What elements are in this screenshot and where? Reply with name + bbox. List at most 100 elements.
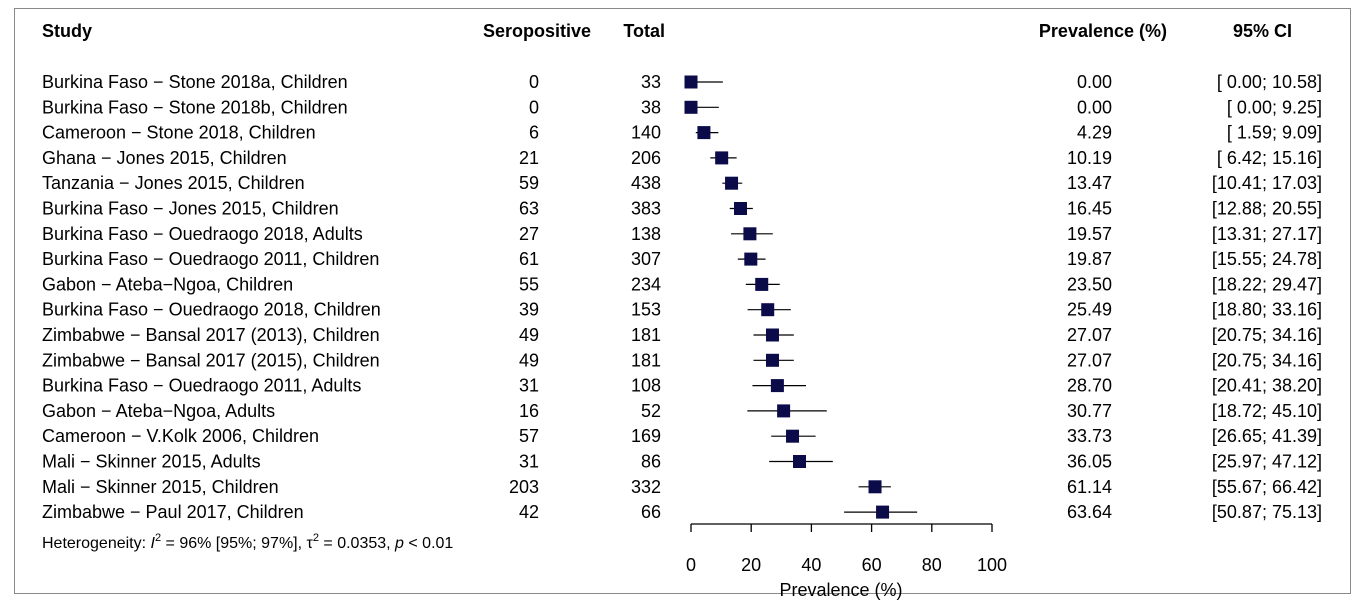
study-label: Cameroon − V.Kolk 2006, Children — [42, 426, 319, 446]
study-label: Gabon − Ateba−Ngoa, Children — [42, 274, 293, 294]
estimate-marker — [715, 151, 729, 165]
estimate-marker — [743, 227, 757, 241]
seropositive-value: 49 — [519, 325, 539, 345]
study-label: Burkina Faso − Ouedraogo 2011, Children — [42, 249, 379, 269]
seropositive-value: 203 — [509, 477, 539, 497]
study-label: Burkina Faso − Stone 2018a, Children — [42, 72, 348, 92]
figure-frame — [14, 8, 1351, 594]
seropositive-value: 59 — [519, 173, 539, 193]
total-value: 206 — [631, 148, 661, 168]
total-value: 153 — [631, 300, 661, 320]
estimate-marker — [761, 303, 775, 317]
study-label: Burkina Faso − Ouedraogo 2018, Adults — [42, 224, 363, 244]
het-prefix: Heterogeneity: — [42, 535, 151, 552]
ci-value: [ 6.42; 15.16] — [1217, 148, 1322, 168]
ci-value: [55.67; 66.42] — [1212, 477, 1322, 497]
seropositive-value: 31 — [519, 452, 539, 472]
header-ci: 95% CI — [1233, 21, 1292, 41]
seropositive-value: 39 — [519, 300, 539, 320]
seropositive-value: 55 — [519, 274, 539, 294]
prevalence-value: 36.05 — [1067, 452, 1112, 472]
x-tick-label: 20 — [741, 555, 761, 575]
ci-value: [12.88; 20.55] — [1212, 199, 1322, 219]
estimate-marker — [765, 353, 779, 367]
prevalence-value: 0.00 — [1077, 97, 1112, 117]
het-part2: = 0.0353, — [319, 535, 395, 552]
estimate-marker — [876, 505, 890, 519]
estimate-marker — [744, 252, 758, 266]
x-tick-label: 80 — [922, 555, 942, 575]
estimate-marker — [755, 277, 769, 291]
ci-value: [10.41; 17.03] — [1212, 173, 1322, 193]
study-label: Gabon − Ateba−Ngoa, Adults — [42, 401, 275, 421]
study-label: Burkina Faso − Ouedraogo 2011, Adults — [42, 376, 361, 396]
total-value: 383 — [631, 199, 661, 219]
total-value: 332 — [631, 477, 661, 497]
ci-value: [ 0.00; 9.25] — [1227, 97, 1322, 117]
estimate-marker — [793, 455, 807, 468]
total-value: 86 — [641, 452, 661, 472]
study-label: Mali − Skinner 2015, Children — [42, 477, 279, 497]
seropositive-value: 16 — [519, 401, 539, 421]
estimate-marker — [697, 126, 711, 140]
prevalence-value: 27.07 — [1067, 325, 1112, 345]
ci-value: [18.72; 45.10] — [1212, 401, 1322, 421]
study-label: Mali − Skinner 2015, Adults — [42, 452, 261, 472]
total-value: 438 — [631, 173, 661, 193]
plot-marks — [684, 75, 918, 519]
total-value: 138 — [631, 224, 661, 244]
prevalence-value: 27.07 — [1067, 350, 1112, 370]
seropositive-value: 31 — [519, 376, 539, 396]
prevalence-value: 16.45 — [1067, 199, 1112, 219]
estimate-marker — [684, 100, 698, 114]
prevalence-value: 10.19 — [1067, 148, 1112, 168]
estimate-marker — [777, 404, 791, 418]
prevalence-value: 63.64 — [1067, 502, 1112, 522]
estimate-marker — [786, 429, 800, 443]
study-rows: Burkina Faso − Stone 2018a, Children 0 33 0… — [42, 72, 1322, 522]
seropositive-value: 57 — [519, 426, 539, 446]
seropositive-value: 6 — [529, 123, 539, 143]
study-label: Burkina Faso − Jones 2015, Children — [42, 199, 339, 219]
prevalence-value: 25.49 — [1067, 300, 1112, 320]
ci-value: [20.75; 34.16] — [1212, 350, 1322, 370]
seropositive-value: 49 — [519, 350, 539, 370]
study-label: Ghana − Jones 2015, Children — [42, 148, 287, 168]
ci-value: [ 1.59; 9.09] — [1227, 123, 1322, 143]
het-tau-symbol: τ — [307, 535, 314, 552]
ci-value: [20.75; 34.16] — [1212, 325, 1322, 345]
het-part3: < 0.01 — [404, 535, 453, 552]
het-p-symbol: p — [394, 535, 404, 552]
study-label: Zimbabwe − Bansal 2017 (2015), Children — [42, 350, 380, 370]
total-value: 33 — [641, 72, 661, 92]
estimate-marker — [684, 75, 698, 89]
prevalence-value: 33.73 — [1067, 426, 1112, 446]
estimate-marker — [868, 480, 882, 494]
estimate-marker — [765, 328, 779, 342]
total-value: 52 — [641, 401, 661, 421]
total-value: 38 — [641, 97, 661, 117]
het-part1: = 96% [95%; 97%], — [161, 535, 306, 552]
seropositive-value: 0 — [529, 97, 539, 117]
x-tick-label: 40 — [801, 555, 821, 575]
total-value: 181 — [631, 325, 661, 345]
seropositive-value: 61 — [519, 249, 539, 269]
x-axis: 0 20 40 60 80 100 — [686, 523, 1007, 575]
total-value: 181 — [631, 350, 661, 370]
x-tick-label: 0 — [686, 555, 696, 575]
total-value: 307 — [631, 249, 661, 269]
header-prevalence: Prevalence (%) — [1039, 21, 1167, 41]
seropositive-value: 63 — [519, 199, 539, 219]
header-seropositive: Seropositive — [483, 21, 591, 41]
total-value: 140 — [631, 123, 661, 143]
header-study: Study — [42, 21, 92, 41]
header-total: Total — [623, 21, 665, 41]
ci-value: [20.41; 38.20] — [1212, 376, 1322, 396]
estimate-marker — [725, 176, 739, 190]
ci-value: [18.22; 29.47] — [1212, 274, 1322, 294]
seropositive-value: 27 — [519, 224, 539, 244]
seropositive-value: 21 — [519, 148, 539, 168]
x-tick-label: 60 — [862, 555, 882, 575]
ci-value: [25.97; 47.12] — [1212, 452, 1322, 472]
